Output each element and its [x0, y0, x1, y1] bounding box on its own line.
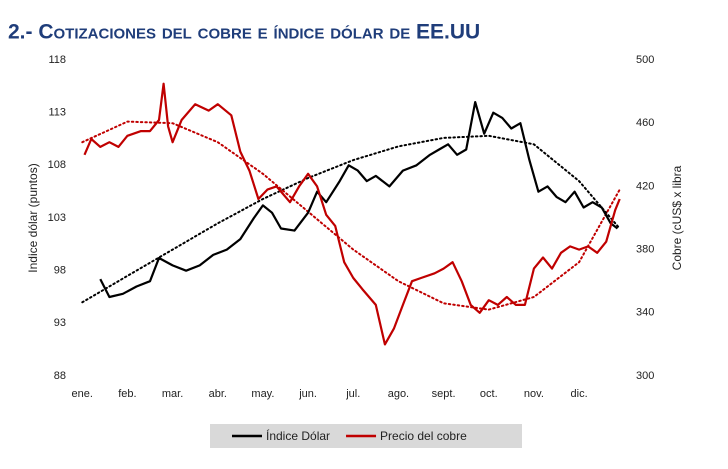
x-tick-label: may. — [251, 388, 274, 400]
y-tick-label: 108 — [48, 159, 66, 171]
x-tick-label: jul. — [345, 388, 360, 400]
y-tick-label: 103 — [48, 212, 66, 224]
x-tick-label: dic. — [571, 388, 588, 400]
y2-tick-label: 300 — [636, 370, 654, 382]
x-tick-label: ene. — [72, 388, 93, 400]
y2-tick-label: 380 — [636, 244, 654, 256]
y2-tick-label: 500 — [636, 54, 654, 66]
x-tick-label: mar. — [162, 388, 183, 400]
series-line — [83, 82, 621, 346]
series-line — [99, 101, 619, 299]
y-tick-label: 88 — [54, 370, 66, 382]
x-tick-label: ago. — [388, 388, 409, 400]
y2-tick-label: 460 — [636, 117, 654, 129]
y2-axis-label: Cobre (cUS$ x libra — [670, 165, 684, 270]
x-tick-label: sept. — [432, 388, 456, 400]
trend-line — [81, 120, 621, 311]
y-axis-label: Indice dólar (puntos) — [26, 163, 40, 272]
x-tick-label: abr. — [209, 388, 227, 400]
y2-tick-label: 340 — [636, 307, 654, 319]
chart-title: 2.- Cotizaciones del cobre e índice dóla… — [8, 21, 480, 44]
y2-tick-label: 420 — [636, 180, 654, 192]
trend-line — [81, 134, 621, 304]
x-tick-label: feb. — [118, 388, 136, 400]
legend-label: Precio del cobre — [380, 429, 467, 443]
x-tick-label: nov. — [524, 388, 544, 400]
y-tick-label: 98 — [54, 265, 66, 277]
x-tick-label: oct. — [480, 388, 498, 400]
y-tick-label: 113 — [48, 107, 66, 119]
y-tick-label: 118 — [48, 54, 66, 66]
y-tick-label: 93 — [54, 317, 66, 329]
legend-label: Índice Dólar — [266, 428, 330, 443]
x-tick-label: jun. — [298, 388, 317, 400]
